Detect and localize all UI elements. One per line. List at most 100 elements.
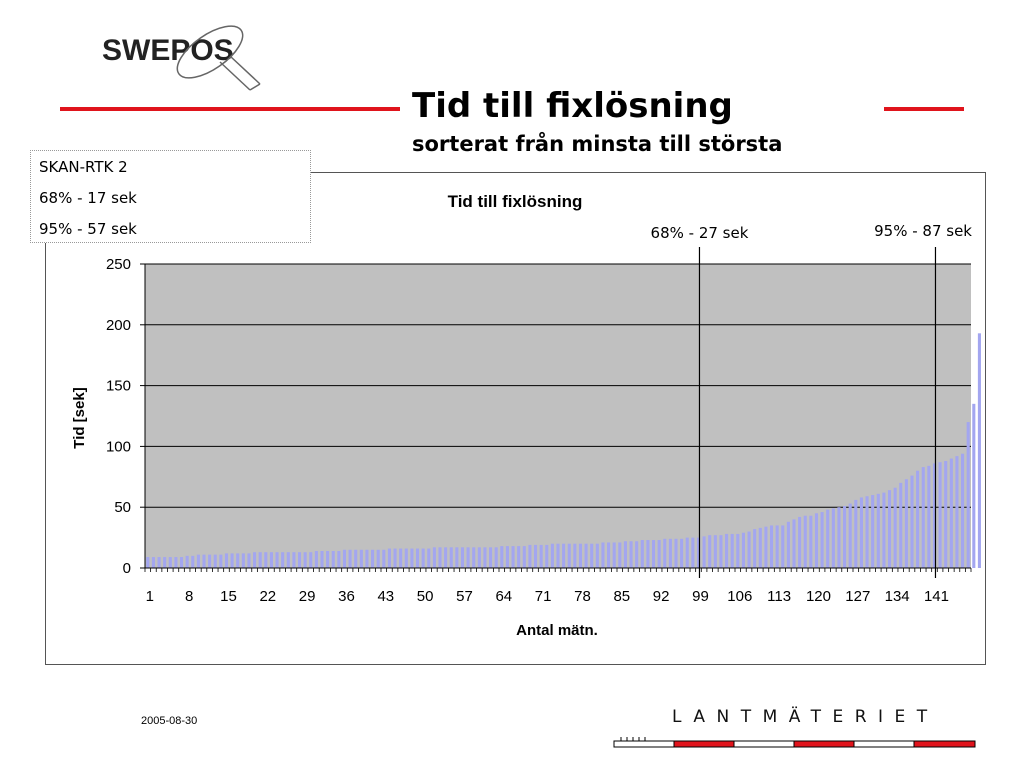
y-tick-label: 150 <box>106 378 131 395</box>
bar <box>213 554 217 568</box>
annotation-label: 68% - 27 sek <box>651 224 749 242</box>
bar <box>719 535 723 568</box>
bar <box>399 548 403 568</box>
bar <box>865 496 869 568</box>
bar <box>713 535 717 568</box>
bar <box>764 526 768 568</box>
y-tick-label: 0 <box>123 560 131 577</box>
footer-date: 2005-08-30 <box>141 715 198 727</box>
bar <box>932 463 937 568</box>
bar <box>758 527 762 568</box>
bar <box>410 548 414 568</box>
bar <box>595 543 599 568</box>
bar <box>769 525 774 568</box>
y-tick-label: 50 <box>114 499 131 516</box>
bar <box>668 538 672 568</box>
y-tick-label: 200 <box>106 317 131 334</box>
bar <box>961 453 965 568</box>
x-tick-label: 99 <box>692 588 709 605</box>
y-axis-label: Tid [sek] <box>71 387 88 448</box>
x-tick-label: 71 <box>535 588 552 605</box>
x-tick-label: 113 <box>767 588 791 605</box>
chart-title: Tid till fixlösning <box>448 192 583 211</box>
bar <box>393 548 397 568</box>
bar <box>202 554 206 568</box>
x-tick-label: 22 <box>259 588 276 605</box>
bar <box>573 543 577 568</box>
swepos-satellite-icon <box>176 25 261 91</box>
bar <box>584 543 588 568</box>
bar <box>365 549 369 568</box>
bar <box>219 554 223 568</box>
bar <box>494 547 498 568</box>
bar <box>753 529 757 568</box>
bar <box>438 547 442 568</box>
header-red-line-right <box>884 107 964 111</box>
info-line-68: 68% - 17 sek <box>39 189 137 207</box>
annotation-layer: 68% - 27 sek 95% - 87 sek <box>651 222 972 578</box>
bar <box>882 492 886 568</box>
y-tick-label: 250 <box>106 256 131 273</box>
bar <box>247 553 251 568</box>
bar <box>663 538 667 568</box>
bar <box>674 538 678 568</box>
bar <box>415 548 420 568</box>
bar <box>837 507 841 568</box>
bar <box>286 552 290 568</box>
bar <box>174 557 178 568</box>
bars-layer <box>146 333 981 568</box>
bar <box>460 547 465 568</box>
info-box: SKAN-RTK 2 68% - 17 sek 95% - 57 sek <box>30 150 311 243</box>
bar <box>522 546 526 568</box>
bar <box>191 555 195 568</box>
bar <box>725 533 729 568</box>
bar <box>792 519 796 568</box>
bar <box>607 542 611 568</box>
bar <box>387 548 391 568</box>
bar <box>292 552 296 568</box>
bar <box>680 538 684 568</box>
bar <box>578 543 583 568</box>
bar <box>786 521 790 568</box>
bar <box>696 537 701 568</box>
bar <box>264 552 268 568</box>
bar <box>253 552 257 568</box>
bar <box>916 470 920 568</box>
bar <box>708 535 712 568</box>
x-axis-label: Antal mätn. <box>516 622 598 639</box>
bar <box>977 333 981 568</box>
bar <box>185 555 189 568</box>
bar <box>556 543 560 568</box>
bar <box>781 525 785 568</box>
bar <box>826 509 830 568</box>
bar <box>500 546 504 568</box>
bar <box>505 546 509 568</box>
bar <box>741 532 745 568</box>
bar <box>590 543 594 568</box>
x-tick-label: 64 <box>495 588 512 605</box>
bar <box>904 479 908 568</box>
bar <box>337 550 341 568</box>
bar <box>320 550 324 568</box>
x-tick-label: 134 <box>885 588 910 605</box>
x-tick-label: 36 <box>338 588 355 605</box>
bar <box>646 540 650 568</box>
info-line-method: SKAN-RTK 2 <box>39 158 128 176</box>
bar <box>966 422 970 568</box>
bar <box>224 553 229 568</box>
bar <box>820 512 824 568</box>
footer-scale-bar <box>613 737 976 748</box>
bar <box>809 515 813 568</box>
bar <box>168 557 172 568</box>
bar <box>314 550 318 568</box>
bar <box>550 543 554 568</box>
bar <box>927 465 931 568</box>
bar <box>157 557 161 568</box>
bar <box>938 462 942 568</box>
axis-layer <box>144 264 972 572</box>
x-tick-label: 15 <box>220 588 237 605</box>
x-tick-label: 78 <box>574 588 591 605</box>
bar <box>921 467 925 568</box>
bar <box>657 540 661 568</box>
bar <box>893 487 897 568</box>
